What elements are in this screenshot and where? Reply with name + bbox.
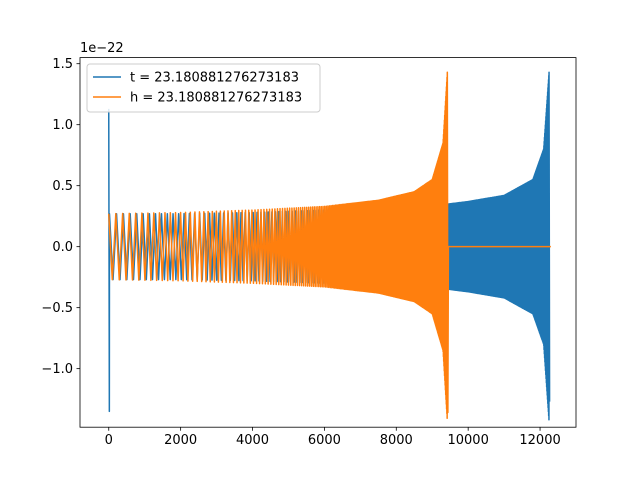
x-tick-label: 10000 — [447, 433, 488, 448]
legend-label-t: t = 23.180881276273183 — [130, 71, 299, 86]
axes-frame — [79, 57, 577, 428]
x-axis: 0 2000 4000 6000 8000 10000 12000 — [105, 427, 561, 448]
x-tick-label: 4000 — [236, 433, 269, 448]
x-tick-label: 2000 — [164, 433, 197, 448]
x-tick-label: 12000 — [519, 433, 560, 448]
y-tick-label: −0.5 — [41, 301, 73, 316]
legend-label-h: h = 23.180881276273183 — [130, 91, 302, 106]
y-tick-label: 1.0 — [52, 118, 73, 133]
y-offset-label: 1e−22 — [80, 41, 124, 56]
y-tick-label: −1.0 — [41, 362, 73, 377]
y-axis: −1.0 −0.5 0.0 0.5 1.0 1.5 — [41, 57, 80, 377]
plot-area — [108, 71, 551, 421]
x-tick-label: 8000 — [380, 433, 413, 448]
legend-box — [86, 63, 321, 113]
y-tick-label: 1.5 — [52, 57, 73, 72]
x-tick-label: 6000 — [308, 433, 341, 448]
y-tick-label: 0.5 — [52, 179, 73, 194]
y-tick-label: 0.0 — [52, 240, 73, 255]
x-tick-label: 0 — [105, 433, 113, 448]
legend: t = 23.180881276273183 h = 23.1808812762… — [86, 63, 321, 113]
series-line-h — [108, 71, 551, 420]
